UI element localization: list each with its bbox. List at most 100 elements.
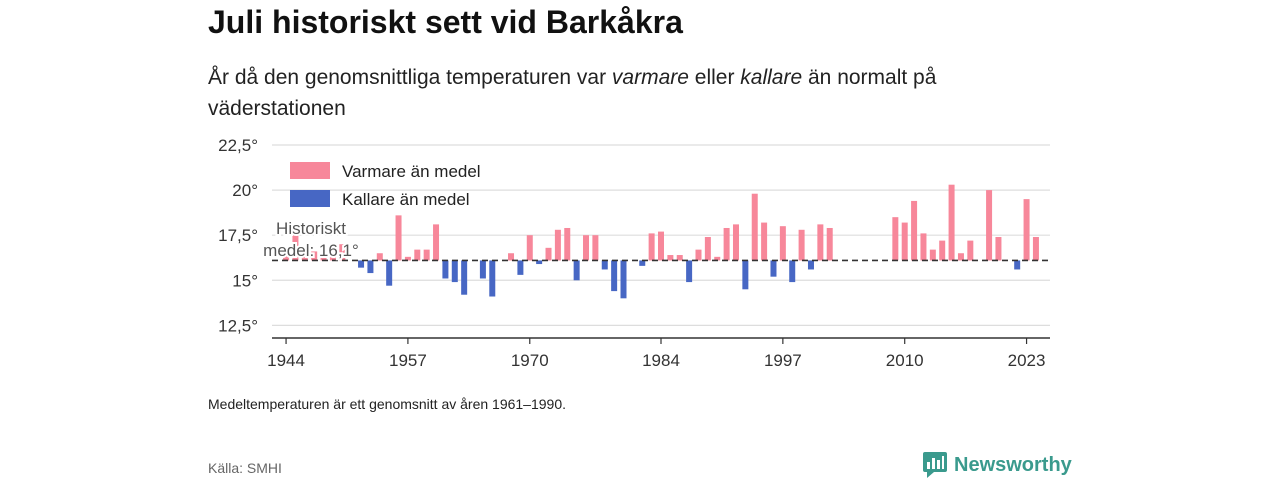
bar-warm [301, 249, 308, 261]
bar-warm [292, 229, 299, 261]
x-tick-label: 1984 [642, 351, 680, 370]
bar-warm [1032, 237, 1039, 261]
bar-warm [320, 255, 327, 261]
bar-warm [414, 249, 421, 261]
legend-warm-label: Varmare än medel [342, 162, 481, 181]
x-tick-label: 1997 [764, 351, 802, 370]
subtitle-text-3: än normalt på väderstationen [208, 66, 937, 120]
bar-cold [451, 260, 458, 283]
bar-warm [826, 227, 833, 261]
brand-name: Newsworthy [954, 453, 1072, 476]
bar-warm [732, 224, 739, 261]
bar-cold [639, 260, 646, 266]
x-tick-label: 2010 [886, 351, 924, 370]
x-tick-label: 1970 [511, 351, 549, 370]
bar-warm [929, 249, 936, 261]
bar-warm [395, 215, 402, 261]
bar-cold [479, 260, 486, 279]
bar-cold [489, 260, 496, 297]
bar-cold [367, 260, 374, 274]
x-tick-label: 2023 [1008, 351, 1046, 370]
bar-warm [376, 253, 383, 261]
y-tick-label: 17,5° [218, 226, 258, 245]
legend-warm-swatch [290, 162, 330, 179]
bar-chart-logo-icon [923, 452, 947, 478]
bar-cold [770, 260, 777, 277]
bar-warm [948, 184, 955, 261]
bar-cold [536, 260, 543, 265]
bar-cold [601, 260, 608, 270]
bar-warm [723, 227, 730, 261]
bar-warm [798, 229, 805, 261]
bar-warm [986, 190, 993, 261]
legend-cold-swatch [290, 190, 330, 207]
y-tick-label: 12,5° [218, 316, 258, 335]
bar-warm [704, 237, 711, 261]
bar-cold [611, 260, 618, 292]
bar-warm [892, 217, 899, 261]
bar-warm [564, 227, 571, 261]
bar-warm [658, 231, 664, 261]
bar-warm [967, 240, 974, 261]
bar-warm [283, 253, 290, 261]
subtitle-text-2: eller [688, 66, 741, 89]
bar-warm [779, 226, 786, 261]
bar-warm [901, 222, 908, 261]
bar-warm [404, 256, 411, 261]
chart-subtitle: År då den genomsnittliga temperaturen va… [208, 62, 1048, 124]
bar-warm [751, 193, 758, 261]
bar-warm [526, 235, 533, 261]
reference-label-value: medel: 16,1° [263, 241, 359, 260]
source-credit: Källa: SMHI [208, 460, 282, 476]
bar-cold [620, 260, 627, 299]
bar-cold [573, 260, 580, 281]
bars [283, 184, 1039, 299]
bar-warm [311, 251, 318, 261]
bar-warm [1023, 199, 1030, 261]
bar-cold [442, 260, 449, 279]
bar-cold [807, 260, 814, 270]
bar-cold [686, 260, 693, 283]
y-tick-label: 15° [232, 271, 258, 290]
bar-warm [911, 200, 918, 261]
x-tick-label: 1944 [267, 351, 305, 370]
footnote: Medeltemperaturen är ett genomsnitt av å… [208, 396, 567, 412]
bar-warm [714, 256, 721, 261]
bar-cold [461, 260, 468, 295]
bar-warm [508, 253, 515, 261]
subtitle-text-1: År då den genomsnittliga temperaturen va… [208, 66, 612, 89]
y-tick-label: 22,5° [218, 136, 258, 155]
bar-warm [648, 233, 655, 261]
bar-warm [695, 249, 702, 261]
bar-warm [423, 249, 430, 261]
legend-cold-label: Kallare än medel [342, 190, 470, 209]
x-axis-ticks: 1944 1957 1970 1984 1997 2010 2023 [267, 338, 1045, 370]
reference-label: Historiskt [276, 219, 346, 238]
bar-warm [939, 240, 946, 261]
x-tick-label: 1957 [389, 351, 427, 370]
bar-warm [667, 255, 674, 261]
bar-warm [592, 235, 599, 261]
bar-warm [329, 256, 336, 261]
bar-warm [957, 253, 964, 261]
y-axis-ticks: 12,5° 15° 17,5° 20° 22,5° [218, 136, 258, 335]
bar-cold [789, 260, 796, 283]
bar-cold [358, 260, 365, 268]
bar-cold [1014, 260, 1021, 270]
bar-warm [583, 235, 590, 261]
y-tick-label: 20° [232, 181, 258, 200]
bar-cold [386, 260, 393, 286]
legend: Varmare än medel Kallare än medel [290, 162, 481, 209]
brand-logo: Newsworthy [922, 451, 1072, 479]
bar-cold [742, 260, 749, 290]
bar-warm [995, 237, 1002, 261]
bar-warm [545, 247, 552, 261]
temperature-bar-chart: 12,5°15°17,5°20°22,5° 1944 1957 1970 1984 19… [218, 136, 1050, 370]
bar-warm [676, 255, 683, 261]
bar-warm [920, 233, 927, 261]
chart-title: Juli historiskt sett vid Barkåkra [208, 4, 683, 40]
subtitle-warmer: varmare [611, 66, 689, 89]
bar-warm [817, 224, 824, 261]
bar-cold [517, 260, 524, 275]
subtitle-colder: kallare [740, 66, 803, 89]
